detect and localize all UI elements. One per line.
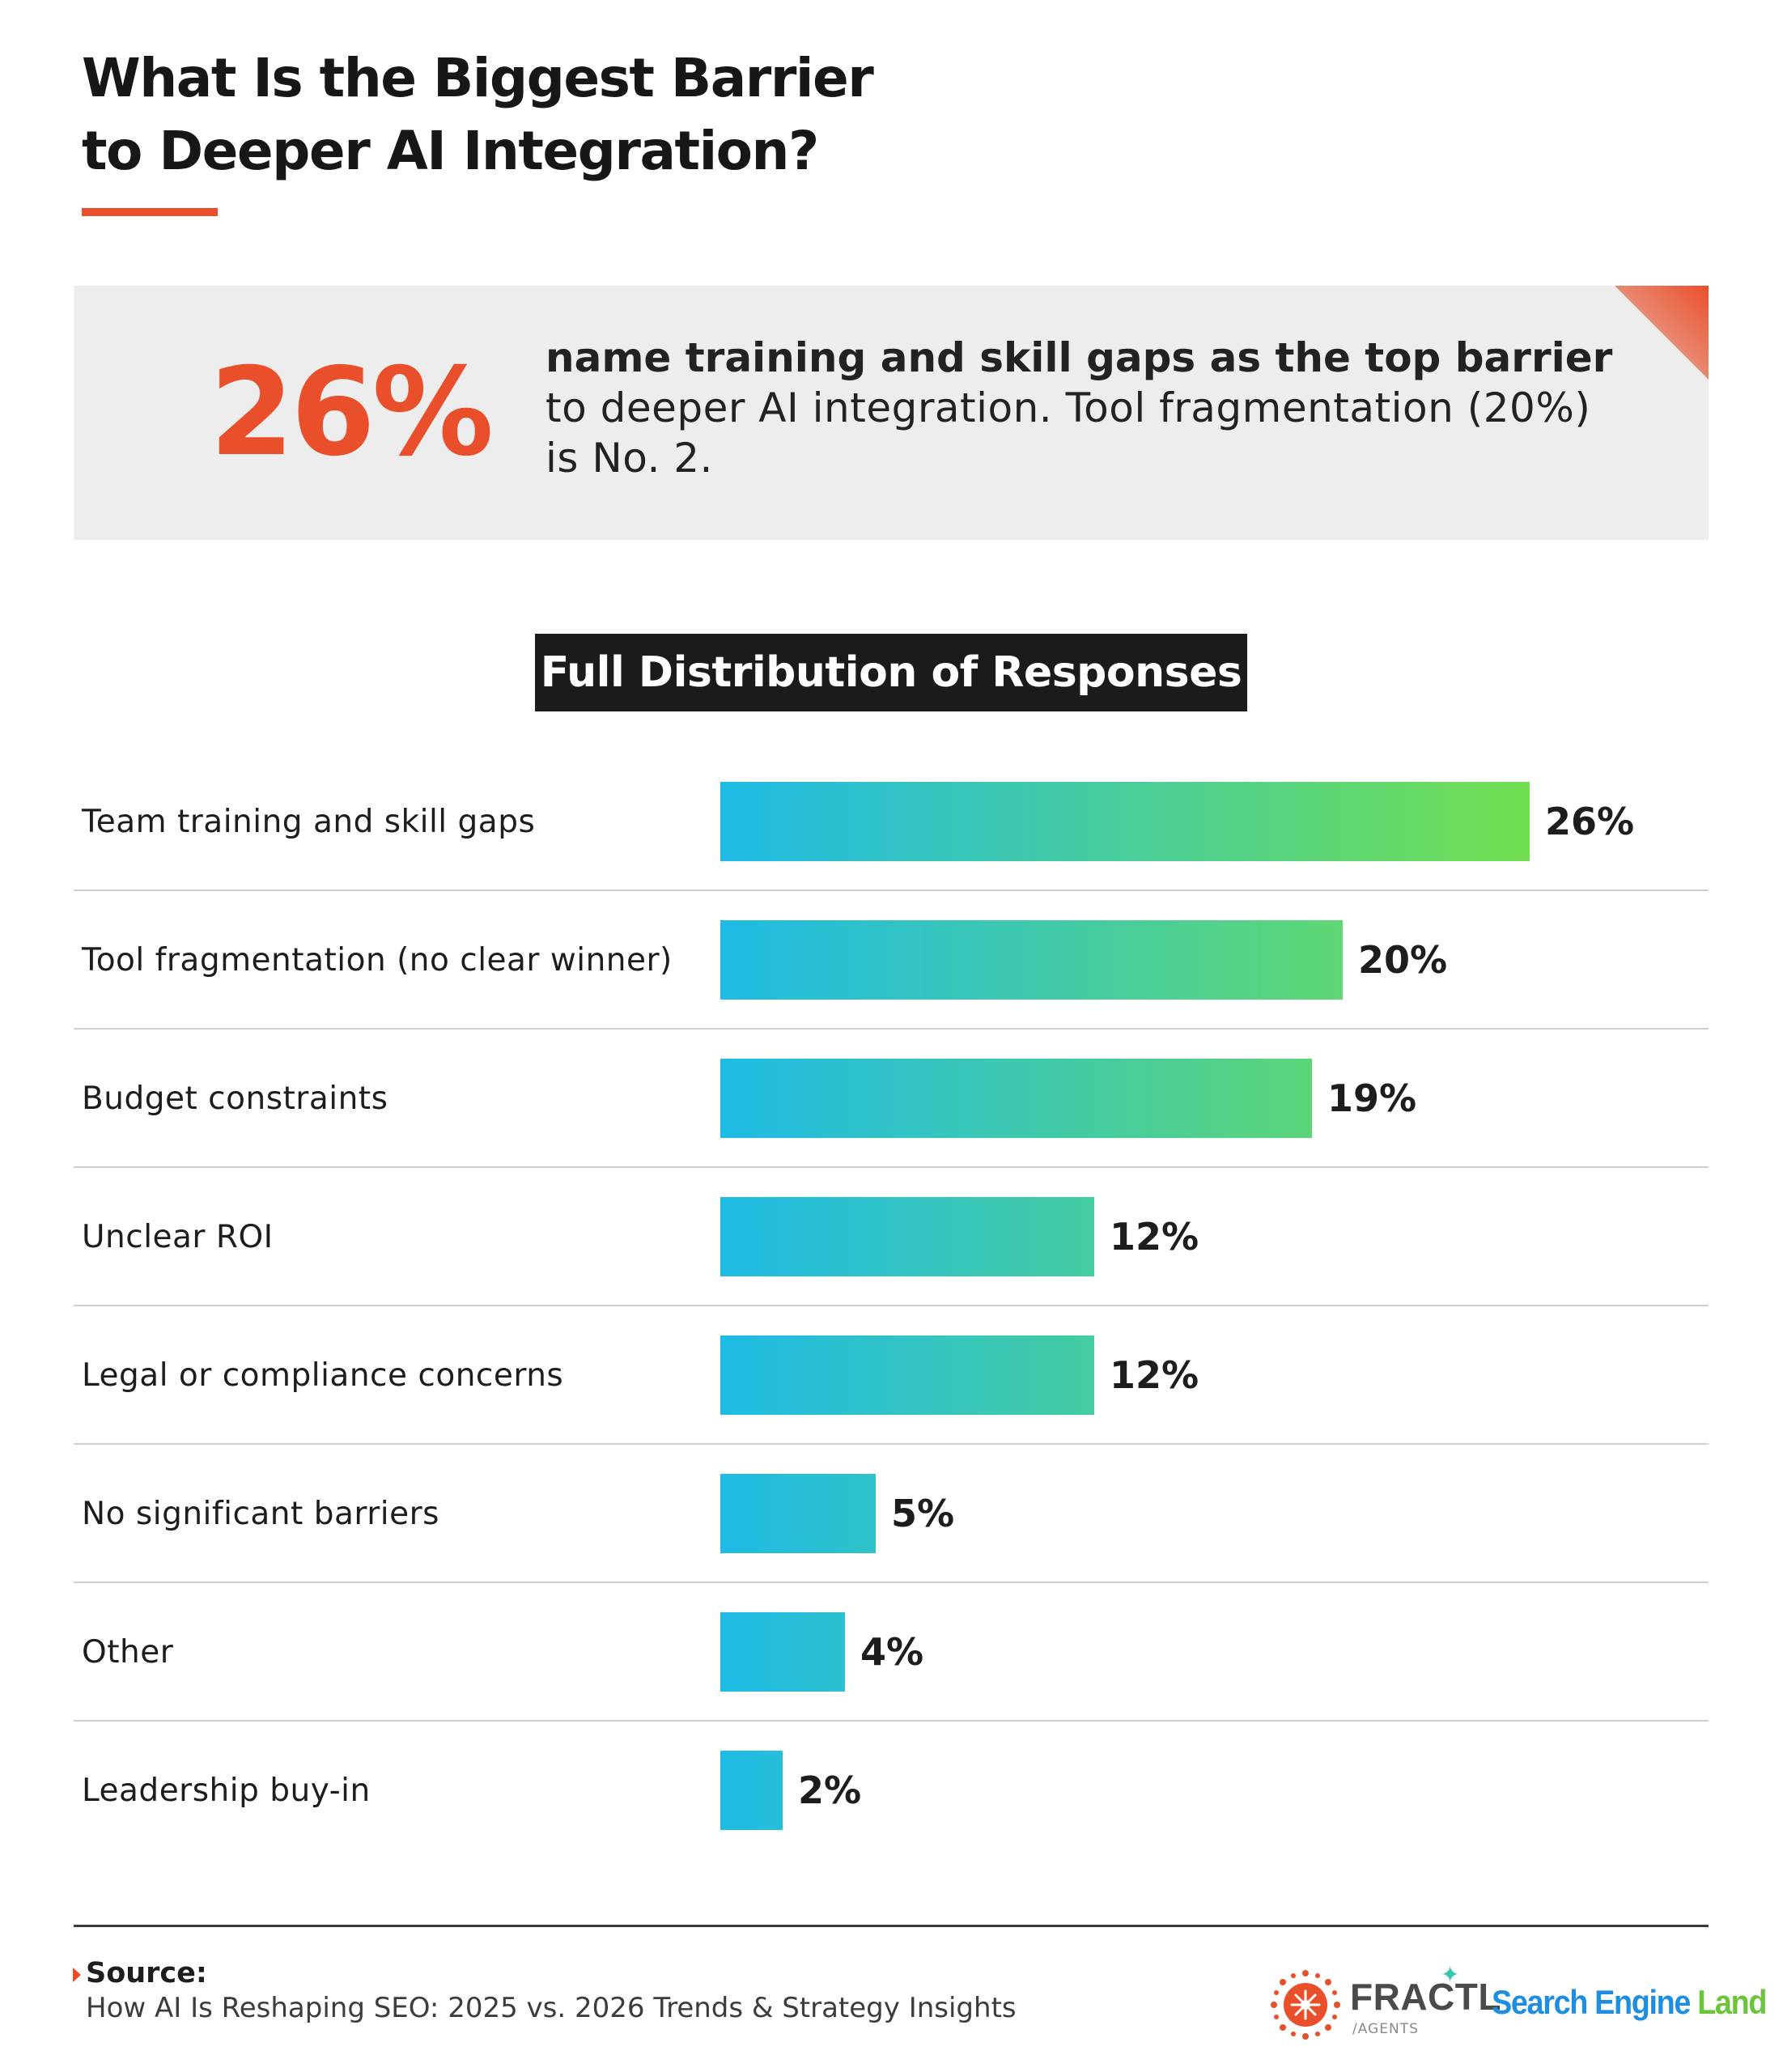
category-label: Unclear ROI (82, 1219, 274, 1255)
category-label: Other (82, 1634, 174, 1671)
data-label: 20% (1358, 938, 1448, 982)
row-divider (74, 1443, 1709, 1445)
data-label: 4% (860, 1630, 924, 1674)
title-accent-rule (82, 208, 218, 216)
bar (720, 1612, 845, 1692)
key-stat-lead: name training and skill gaps as the top … (546, 334, 1613, 381)
chart-row: Budget constraints 19% (74, 1030, 1709, 1168)
bar (720, 1059, 1312, 1138)
footer-divider (74, 1925, 1709, 1927)
chart-row: Legal or compliance concerns 12% (74, 1306, 1709, 1445)
data-label: 12% (1110, 1353, 1199, 1397)
category-label: No significant barriers (82, 1496, 439, 1532)
bar (720, 782, 1530, 861)
source-arrow-icon (73, 1968, 81, 1982)
fractl-logo-subtext: /AGENTS (1352, 2021, 1419, 2037)
key-stat-rest: to deeper AI integration. Tool fragmenta… (546, 384, 1591, 482)
category-label: Leadership buy-in (82, 1773, 371, 1809)
key-stat-description: name training and skill gaps as the top … (546, 333, 1622, 483)
search-engine-land-logo: Search Engine Land (1492, 1983, 1767, 2022)
key-stat-value: 26% (210, 342, 494, 483)
fractl-logo-text: FRACTL (1350, 1976, 1501, 2018)
section-title-badge: Full Distribution of Responses (535, 634, 1247, 711)
source-label: Source: (86, 1957, 207, 1989)
data-label: 5% (891, 1492, 955, 1535)
chart-row: Tool fragmentation (no clear winner) 20% (74, 891, 1709, 1030)
source-text: How AI Is Reshaping SEO: 2025 vs. 2026 T… (86, 1992, 1017, 2024)
bar (720, 920, 1343, 1000)
data-label: 2% (798, 1768, 862, 1812)
bar (720, 1751, 783, 1830)
row-divider (74, 1166, 1709, 1168)
category-label: Legal or compliance concerns (82, 1357, 564, 1394)
data-label: 19% (1327, 1076, 1417, 1120)
category-label: Tool fragmentation (no clear winner) (82, 942, 673, 979)
bar (720, 1335, 1094, 1415)
row-divider (74, 1720, 1709, 1722)
sel-logo-part-2: Land (1697, 1983, 1767, 2021)
row-divider (74, 1582, 1709, 1583)
chart-row: Team training and skill gaps 26% (74, 753, 1709, 891)
bar (720, 1197, 1094, 1276)
sel-logo-part-1: Search Engine (1492, 1983, 1691, 2021)
key-stat-callout: 26% name training and skill gaps as the … (74, 286, 1709, 540)
page-title: What Is the Biggest Barrier to Deeper AI… (82, 42, 1215, 188)
sparkle-icon: ✦ (1441, 1961, 1460, 1988)
chart-row: No significant barriers 5% (74, 1445, 1709, 1583)
chart-row: Unclear ROI 12% (74, 1168, 1709, 1306)
title-line-1: What Is the Biggest Barrier (82, 47, 874, 109)
corner-accent (1615, 286, 1709, 380)
row-divider (74, 890, 1709, 891)
chart-row: Leadership buy-in 2% (74, 1722, 1709, 1860)
row-divider (74, 1028, 1709, 1030)
title-line-2: to Deeper AI Integration? (82, 120, 819, 182)
fractl-logo-icon (1271, 1970, 1340, 2040)
row-divider (74, 1305, 1709, 1306)
category-label: Budget constraints (82, 1081, 388, 1117)
data-label: 26% (1545, 800, 1635, 843)
category-label: Team training and skill gaps (82, 804, 536, 840)
data-label: 12% (1110, 1215, 1199, 1259)
bar (720, 1474, 876, 1553)
chart-row: Other 4% (74, 1583, 1709, 1722)
